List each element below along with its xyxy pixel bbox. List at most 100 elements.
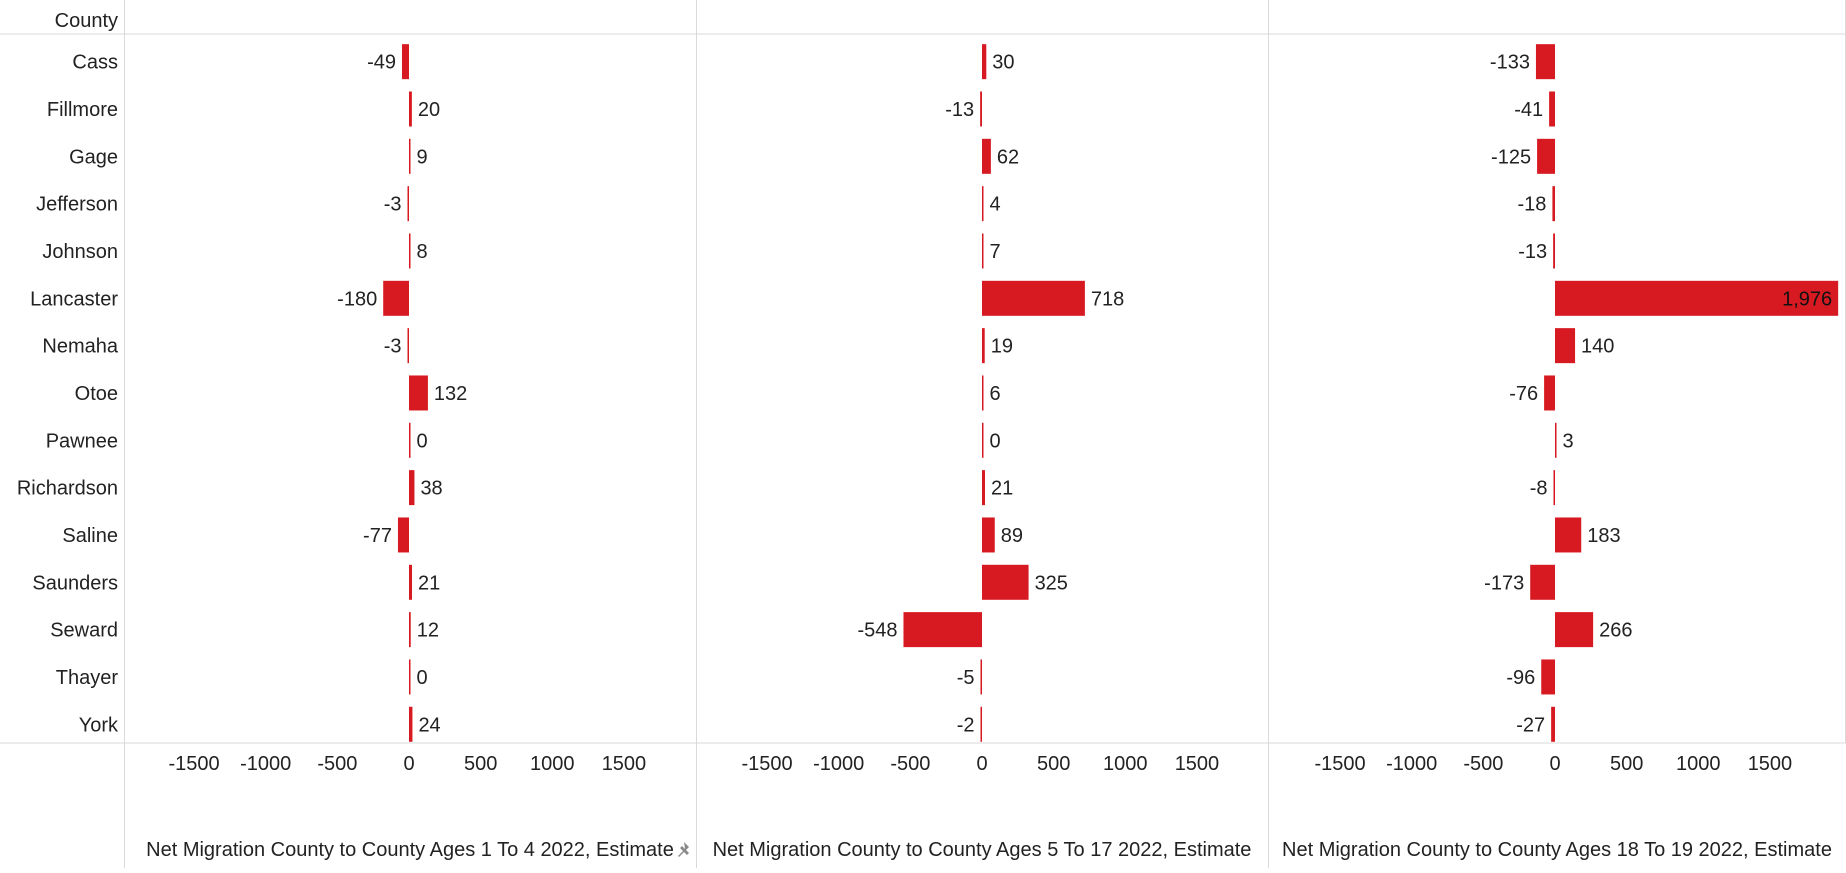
tick-label-3: -1000 [1386,753,1437,775]
bar-1 [409,138,411,174]
tick-label-2: 0 [976,753,987,775]
data-label-3: -18 [1518,194,1547,216]
bar-1 [409,659,411,695]
tick-label-1: -500 [317,753,357,775]
data-label-2: 89 [1001,525,1023,547]
data-label-2: -5 [957,667,975,689]
data-label-3: -125 [1491,146,1531,168]
bar-3 [1549,91,1555,127]
tick-label-3: 1500 [1748,753,1793,775]
data-label-2: -548 [857,620,897,642]
bar-1 [397,517,409,553]
tick-label-2: -500 [890,753,930,775]
bar-1 [409,564,413,600]
bar-1 [401,44,409,80]
bar-2 [980,659,982,695]
county-label: Lancaster [30,288,118,310]
tick-label-1: -1000 [240,753,291,775]
tick-label-2: 1500 [1175,753,1220,775]
bar-3 [1551,706,1555,742]
bar-3 [1541,659,1555,695]
pin-icon[interactable] [678,842,689,857]
data-label-2: 325 [1035,572,1068,594]
county-label: York [79,714,119,736]
bar-2 [982,233,984,269]
row-header-label: County [55,10,118,32]
data-label-2: 62 [997,146,1019,168]
data-label-3: -173 [1484,572,1524,594]
bar-3 [1553,233,1555,269]
bar-3 [1553,470,1555,506]
bar-3 [1555,422,1557,458]
bar-3 [1555,517,1582,553]
axis-title-3: Net Migration County to County Ages 18 T… [1282,839,1832,861]
county-label: Fillmore [47,99,118,121]
data-label-2: 0 [990,430,1001,452]
bar-1 [409,422,411,458]
data-label-2: -13 [945,99,974,121]
county-label: Jefferson [36,194,118,216]
bar-2 [982,328,985,364]
tick-label-1: 0 [403,753,414,775]
data-label-1: 8 [417,241,428,263]
data-label-3: 1,976 [1782,288,1832,310]
data-label-3: -8 [1530,478,1548,500]
tick-label-2: -1000 [813,753,864,775]
tick-label-2: 500 [1037,753,1070,775]
data-label-1: 0 [417,667,428,689]
bar-2 [980,91,982,127]
bar-2 [982,44,987,80]
data-label-1: 12 [417,620,439,642]
tick-label-1: 500 [464,753,497,775]
tick-label-3: 0 [1549,753,1560,775]
tick-label-3: -1500 [1314,753,1365,775]
bar-2 [982,138,991,174]
axis-title-2: Net Migration County to County Ages 5 To… [713,839,1252,861]
bar-3 [1544,375,1555,411]
bar-2 [903,612,982,648]
bar-3 [1552,186,1555,222]
bar-2 [982,186,984,222]
data-label-3: -133 [1490,52,1530,74]
county-label: Saunders [32,572,118,594]
bar-1 [409,612,411,648]
bar-3 [1555,612,1594,648]
data-label-3: -13 [1518,241,1547,263]
county-label: Pawnee [46,430,118,452]
county-label: Cass [72,52,118,74]
bar-3 [1537,138,1555,174]
bar-2 [982,564,1029,600]
data-label-3: -76 [1509,383,1538,405]
data-label-1: 21 [418,572,440,594]
tick-label-1: 1000 [530,753,575,775]
data-label-2: 6 [990,383,1001,405]
data-label-1: -180 [337,288,377,310]
bar-1 [409,706,413,742]
bar-1 [383,280,409,316]
data-label-1: -3 [384,194,402,216]
data-label-3: -96 [1506,667,1535,689]
bar-2 [982,422,984,458]
data-label-1: -3 [384,336,402,358]
bar-1 [409,91,412,127]
data-label-1: 9 [417,146,428,168]
bar-1 [409,233,411,269]
bar-2 [980,706,982,742]
bar-3 [1555,328,1576,364]
data-label-2: 718 [1091,288,1124,310]
tick-label-2: -1500 [741,753,792,775]
data-label-3: 140 [1581,336,1614,358]
tick-label-1: -1500 [168,753,219,775]
county-label: Otoe [75,383,118,405]
bar-2 [982,375,984,411]
data-label-1: -77 [363,525,392,547]
county-label: Johnson [42,241,118,263]
data-label-3: 183 [1587,525,1620,547]
bar-1 [407,328,409,364]
data-label-1: 132 [434,383,467,405]
data-label-3: -27 [1516,714,1545,736]
data-label-2: 19 [991,336,1013,358]
tick-label-3: -500 [1463,753,1503,775]
bar-3 [1530,564,1555,600]
